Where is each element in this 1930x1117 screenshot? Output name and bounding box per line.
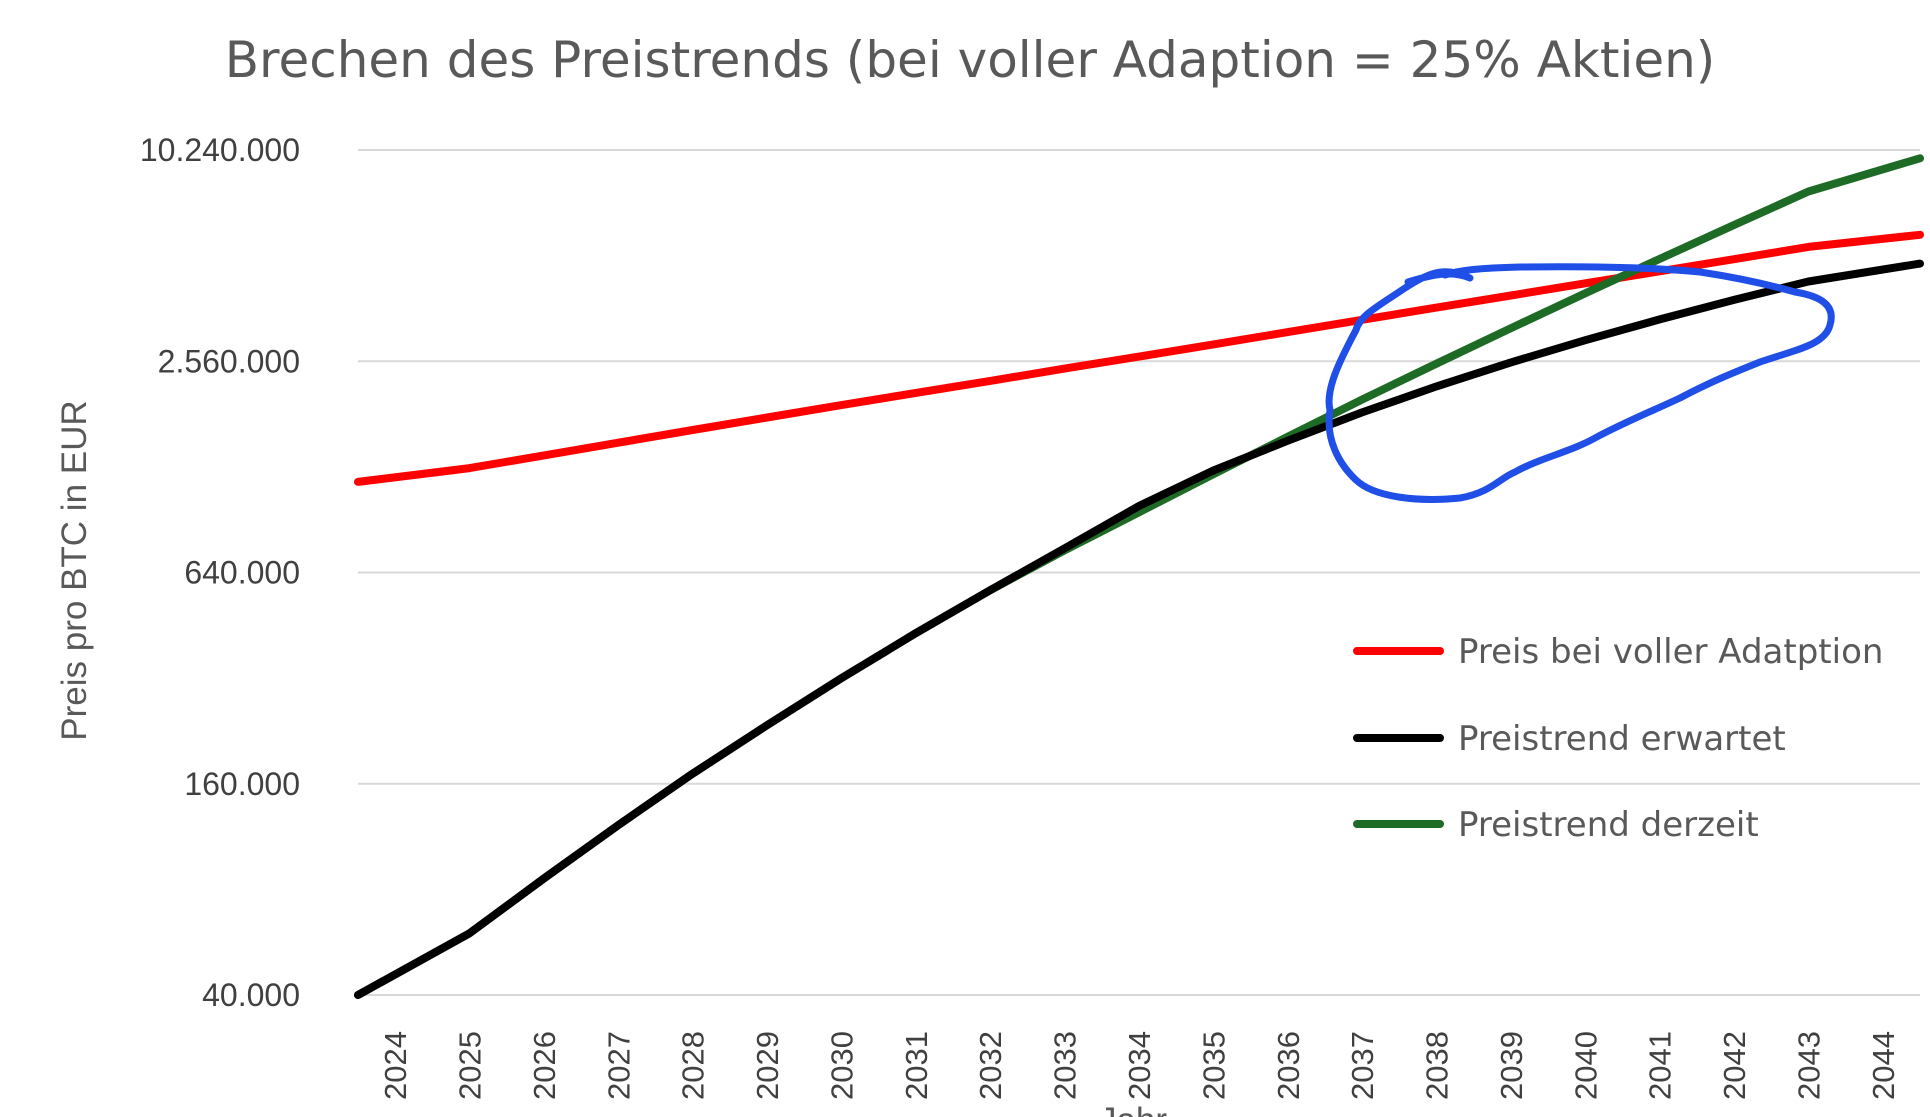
legend-label: Preis bei voller Adatption (1458, 632, 1883, 672)
x-tick-label: 2030 (824, 1031, 859, 1100)
x-tick-label: 2035 (1196, 1031, 1231, 1100)
gridlines (358, 149, 1920, 996)
y-tick-label: 640.000 (184, 555, 300, 591)
legend: Preis bei voller Adatption Preistrend erw… (1353, 632, 1883, 845)
legend-label: Preistrend derzeit (1458, 805, 1759, 845)
y-tick-label: 10.240.000 (140, 132, 300, 168)
x-tick-label: 2025 (453, 1031, 488, 1100)
y-axis-ticks: 40.000 160.000 640.000 2.560.000 10.240.000 (140, 132, 300, 1013)
series-line-2 (354, 154, 1924, 999)
x-tick-label: 2044 (1866, 1031, 1901, 1100)
x-axis-ticks: 2024 2025 2026 2027 2028 2029 2030 2031 2032 2033… (378, 1031, 1901, 1100)
x-tick-label: 2034 (1122, 1031, 1157, 1100)
x-tick-label: 2033 (1048, 1031, 1083, 1100)
x-tick-label: 2028 (676, 1031, 711, 1100)
x-tick-label: 2024 (378, 1031, 413, 1100)
x-tick-label: 2037 (1345, 1031, 1380, 1100)
x-tick-label: 2038 (1420, 1031, 1455, 1100)
x-tick-label: 2043 (1791, 1031, 1826, 1100)
x-tick-label: 2029 (750, 1031, 785, 1100)
x-tick-label: 2042 (1717, 1031, 1752, 1100)
y-tick-label: 160.000 (184, 766, 300, 802)
y-axis-label: Preis pro BTC in EUR (55, 400, 94, 740)
x-tick-label: 2040 (1568, 1031, 1603, 1100)
y-tick-label: 2.560.000 (158, 343, 300, 379)
chart-title: Brechen des Preistrends (bei voller Adap… (225, 31, 1716, 89)
legend-label: Preistrend erwartet (1458, 719, 1786, 759)
x-tick-label: 2032 (973, 1031, 1008, 1100)
x-tick-label: 2031 (899, 1031, 934, 1100)
series-lines (354, 154, 1924, 999)
x-tick-label: 2027 (601, 1031, 636, 1100)
x-tick-label: 2036 (1271, 1031, 1306, 1100)
x-axis-label: Jahr (1099, 1101, 1167, 1117)
series-line-0 (354, 230, 1924, 486)
x-tick-label: 2026 (527, 1031, 562, 1100)
x-tick-label: 2041 (1643, 1031, 1678, 1100)
y-tick-label: 40.000 (202, 977, 300, 1013)
hand-drawn-annotation (1325, 263, 1835, 503)
series-line-1 (354, 259, 1924, 999)
x-tick-label: 2039 (1494, 1031, 1529, 1100)
